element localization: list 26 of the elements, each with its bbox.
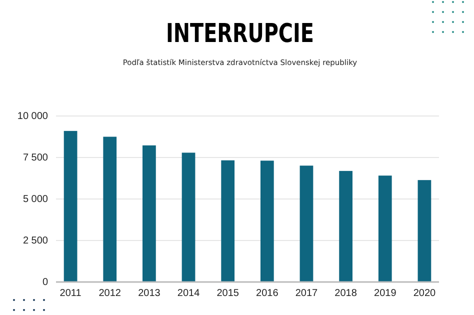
y-tick-label: 5 000 (22, 194, 48, 206)
bar (64, 130, 78, 282)
bar (260, 160, 274, 282)
x-tick-label: 2016 (256, 288, 279, 300)
y-tick-label: 10 000 (17, 111, 48, 122)
x-tick-label: 2012 (98, 288, 122, 300)
x-tick-label: 2015 (216, 288, 240, 300)
y-tick-label: 2 500 (22, 236, 48, 247)
x-tick-label: 2020 (413, 288, 436, 300)
x-tick-label: 2014 (177, 288, 200, 300)
y-tick-label: 7 500 (22, 152, 48, 164)
bar (418, 180, 432, 282)
bar (300, 166, 314, 282)
bar (378, 176, 392, 282)
bar (103, 136, 117, 282)
bar (339, 170, 352, 282)
x-tick-label: 2018 (334, 288, 358, 300)
x-tick-label: 2013 (138, 288, 161, 300)
bar (142, 145, 156, 282)
x-tick-label: 2019 (374, 288, 397, 300)
x-tick-label: 2017 (295, 288, 318, 300)
bar (221, 160, 235, 282)
y-tick-label: 0 (42, 277, 48, 288)
bar (182, 152, 196, 282)
x-tick-label: 2011 (60, 288, 82, 300)
chart-title: INTERRUPCIE (166, 18, 314, 48)
